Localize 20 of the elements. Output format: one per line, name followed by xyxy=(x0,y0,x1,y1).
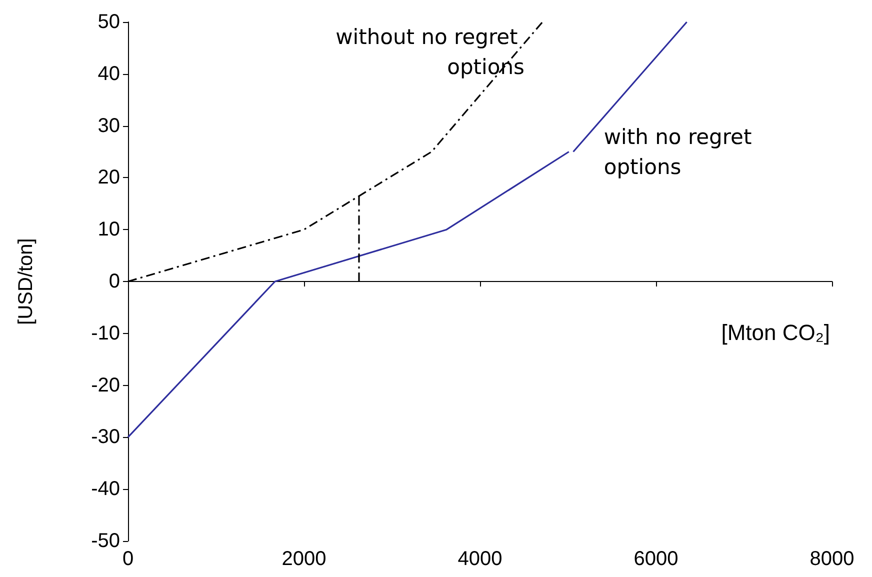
series-label: without no regret options xyxy=(336,25,524,79)
y-axis-title: [USD/ton] xyxy=(15,238,37,325)
x-axis-title: [Mton CO₂] xyxy=(721,320,830,345)
y-tick-label: 50 xyxy=(98,11,120,33)
y-tick-label: -10 xyxy=(91,322,120,344)
y-tick-label: -20 xyxy=(91,374,120,396)
y-tick-label: -40 xyxy=(91,478,120,500)
y-tick-label: 30 xyxy=(98,114,120,137)
y-tick-label: 40 xyxy=(98,62,120,85)
x-tick-label: 8000 xyxy=(810,548,854,570)
x-tick-label: 0 xyxy=(122,548,134,570)
series-label: with no regret options xyxy=(604,124,758,179)
y-tick-label: -30 xyxy=(91,426,120,448)
y-tick-label: 20 xyxy=(98,166,120,189)
y-tick-label: -50 xyxy=(91,530,120,552)
x-tick-label: 4000 xyxy=(458,548,502,570)
y-tick-label: 10 xyxy=(98,218,120,241)
x-tick-label: 6000 xyxy=(634,548,678,570)
y-tick-label: 0 xyxy=(108,270,120,292)
x-tick-label: 2000 xyxy=(282,548,326,570)
